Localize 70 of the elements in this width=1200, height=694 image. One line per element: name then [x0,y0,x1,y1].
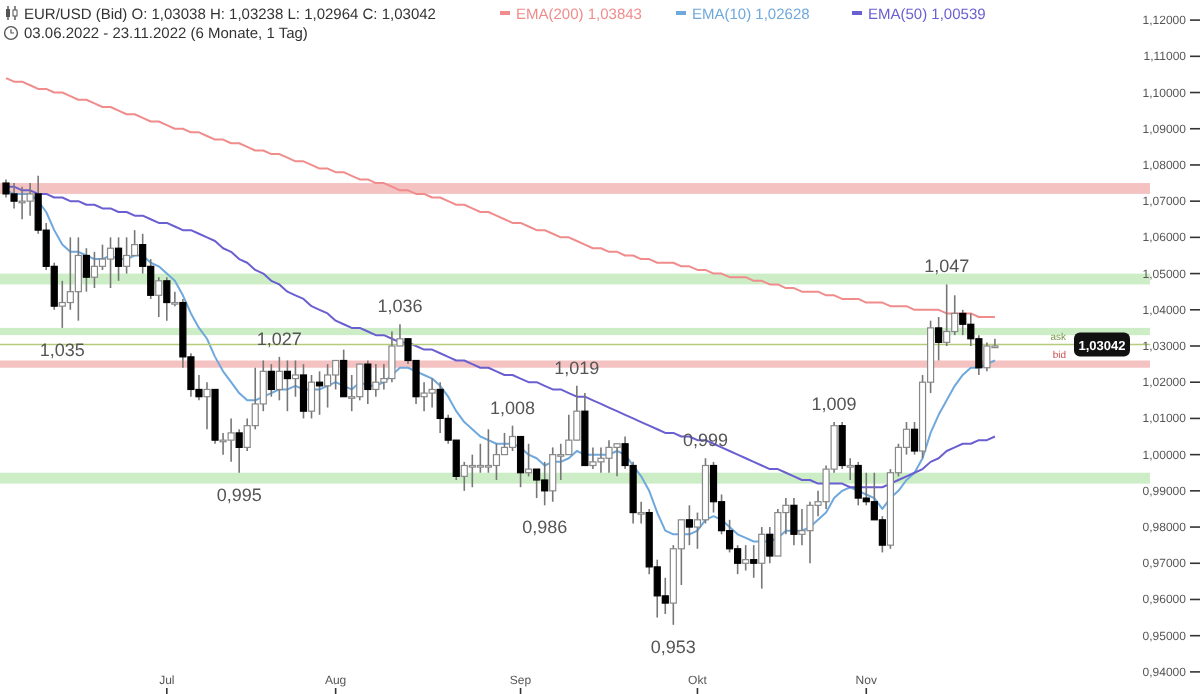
candlestick [790,497,798,546]
candlestick [613,442,621,478]
candlestick [460,461,468,492]
candlestick [637,500,645,525]
annotation: 1,008 [489,397,536,418]
candlestick [766,526,774,565]
candlestick [742,544,750,572]
candlestick [388,330,396,384]
candlestick [428,377,436,409]
candlestick [163,276,171,322]
candlestick [364,359,372,405]
candlestick [82,247,90,293]
candlestick [227,417,235,463]
annotation: 1,019 [554,357,600,378]
candlestick [291,359,300,398]
candlestick [935,316,943,362]
candlestick [589,446,597,470]
candlestick [307,374,316,420]
annotation: 1,035 [39,339,85,360]
annotation: 1,036 [377,296,423,317]
candlestick [758,526,766,590]
candlestick [541,461,549,507]
annotation: 1,047 [924,256,970,277]
candlestick [324,363,332,409]
candlestick [420,381,428,412]
candlestick [983,341,991,373]
candlestick [685,504,693,546]
annotation: 0,995 [216,484,262,505]
candlestick [90,251,99,289]
candlestick [155,276,163,318]
candlestick [508,424,517,452]
candlestick [910,421,919,456]
candlestick [774,508,782,557]
candlestick [58,280,66,329]
candlestick [123,236,131,275]
candlestick [66,236,74,311]
candlestick [26,182,34,217]
candlestick [476,442,484,474]
candlestick [372,363,380,398]
candlestick [959,308,967,336]
candlestick [283,359,291,412]
candlestick [275,356,283,402]
candlestick [332,359,340,391]
candlestick [267,363,275,398]
candlestick [74,236,82,322]
candlestick [114,236,123,282]
annotation: 1,027 [256,328,302,349]
candlestick [943,283,951,347]
candlestick [854,461,862,507]
candlestick [549,446,557,503]
candlestick [484,428,492,474]
candlestick [235,428,243,474]
candlestick [98,243,107,271]
candlestick [951,294,959,336]
candlestick [597,446,605,474]
candlestick [492,442,501,481]
annotation: 0,953 [650,636,696,657]
candlestick [525,442,533,478]
candlestick [533,468,541,499]
candlestick [516,435,525,489]
candlestick [340,348,348,398]
candlestick [750,544,758,579]
candlestick [468,453,476,489]
candlestick [203,381,211,431]
candlestick [299,363,308,420]
candlestick [846,457,854,481]
annotation: 0,986 [522,517,568,538]
candlestick [106,236,115,289]
candlestick [605,439,613,474]
annotation: 1,009 [811,394,857,415]
